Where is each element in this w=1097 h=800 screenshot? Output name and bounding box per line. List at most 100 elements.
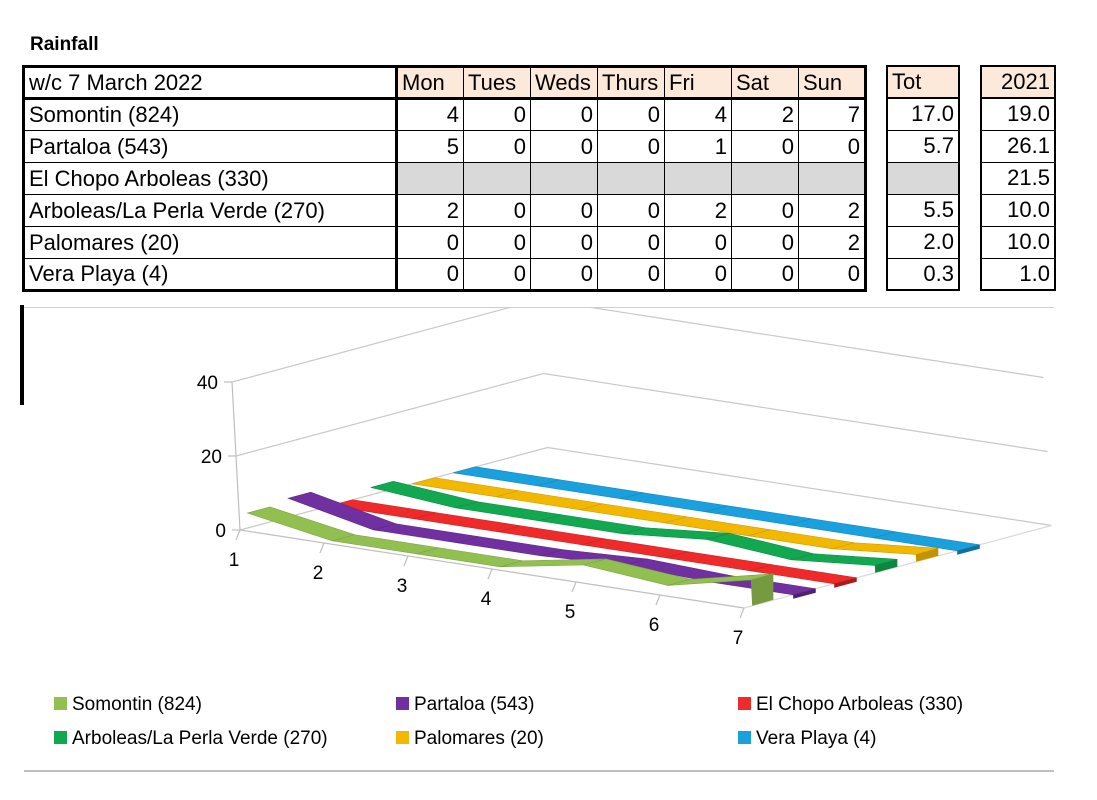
x-tick-label: 5 (565, 602, 576, 623)
station-name: Vera Playa (4) (23, 258, 398, 291)
station-name: Partaloa (543) (23, 130, 398, 163)
total-value: 2.0 (886, 225, 960, 259)
total-value: 17.0 (886, 97, 960, 131)
rain-value: 0 (463, 258, 531, 291)
total-value: 0.3 (886, 257, 960, 291)
rain-value: 0 (597, 194, 665, 227)
day-header: Thurs (597, 66, 665, 100)
x-tick (571, 581, 577, 593)
rain-value: 2 (396, 194, 464, 227)
series-segment (832, 542, 939, 555)
rain-value: 0 (463, 226, 531, 259)
rain-value: 7 (798, 98, 866, 131)
rain-value: 0 (597, 226, 665, 259)
x-tick (487, 568, 493, 580)
rain-value: 0 (731, 130, 799, 163)
table-row: Somontin (824) 4 0 0 0 4 2 7 (23, 98, 866, 131)
week-label: w/c 7 March 2022 (23, 66, 398, 100)
legend-label: Partaloa (543) (414, 694, 534, 715)
x-tick-label: 1 (229, 550, 240, 571)
legend-label: El Chopo Arboleas (330) (756, 694, 963, 715)
total-value: 5.5 (886, 193, 960, 227)
rain-value (396, 162, 464, 195)
station-name: Somontin (824) (23, 98, 398, 131)
total-value (886, 161, 960, 195)
x-tick-label: 2 (313, 563, 324, 584)
series-end-face (750, 573, 774, 606)
rain-value: 0 (530, 258, 598, 291)
rain-value: 2 (731, 98, 799, 131)
rain-value: 0 (530, 226, 598, 259)
rain-value: 0 (664, 258, 732, 291)
totals-table: Tot 17.0 5.7 5.5 2.0 0.3 (886, 65, 960, 291)
series-ribbon-4 (412, 477, 939, 562)
rain-value: 0 (463, 194, 531, 227)
year-2021-table: 2021 19.0 26.1 21.5 10.0 10.0 1.0 (980, 65, 1056, 291)
rain-value: 4 (664, 98, 732, 131)
prev-year-value: 10.0 (980, 225, 1056, 259)
legend-swatch (54, 731, 67, 744)
x-tick-label: 4 (481, 589, 492, 610)
prev-year-header: 2021 (980, 65, 1056, 99)
series-ribbon-1 (287, 491, 816, 599)
legend-swatch (396, 731, 409, 744)
series-ribbon-0 (246, 506, 774, 606)
prev-year-value: 1.0 (980, 257, 1056, 291)
station-name: Palomares (20) (23, 226, 398, 259)
table-row: Palomares (20) 0 0 0 0 0 0 2 (23, 226, 866, 259)
rain-value: 0 (664, 226, 732, 259)
rain-value: 0 (463, 130, 531, 163)
rain-value: 0 (530, 98, 598, 131)
day-header: Weds (530, 66, 598, 100)
rain-value (463, 162, 531, 195)
y-tick-label: 40 (197, 373, 218, 394)
day-header: Fri (664, 66, 732, 100)
gridline (235, 372, 1048, 457)
rainfall-table: w/c 7 March 2022 Mon Tues Weds Thurs Fri Sat Su… (22, 65, 867, 292)
rain-value: 0 (597, 98, 665, 131)
rain-value: 0 (597, 258, 665, 291)
series-end-face (874, 559, 898, 573)
rain-value: 0 (396, 258, 464, 291)
legend-swatch (54, 697, 67, 710)
rain-value: 0 (798, 258, 866, 291)
station-name: Arboleas/La Perla Verde (270) (23, 194, 398, 227)
x-tick-label: 6 (649, 615, 660, 636)
series-end-face (834, 577, 857, 588)
series-ribbon-3 (370, 481, 898, 573)
series-segment (791, 553, 898, 566)
day-header: Sat (731, 66, 799, 100)
legend-label: Arboleas/La Perla Verde (270) (72, 728, 328, 749)
series-end-face (957, 544, 980, 555)
rain-value: 0 (597, 130, 665, 163)
rain-value (664, 162, 732, 195)
rain-value: 2 (664, 194, 732, 227)
legend-label: Palomares (20) (414, 728, 544, 749)
series-ribbon-5 (453, 466, 980, 555)
x-tick (235, 529, 241, 541)
day-header: Sun (798, 66, 866, 100)
rain-value (530, 162, 598, 195)
y-tick-label: 0 (215, 521, 226, 542)
series-segment (667, 573, 774, 586)
y-tick-label: 20 (201, 447, 222, 468)
rain-value: 0 (731, 226, 799, 259)
prev-year-value: 10.0 (980, 193, 1056, 227)
rain-value (731, 162, 799, 195)
legend-label: Somontin (824) (72, 694, 202, 715)
x-tick (655, 594, 661, 606)
rain-value: 5 (396, 130, 464, 163)
prev-year-value: 26.1 (980, 129, 1056, 163)
rain-value: 0 (731, 194, 799, 227)
x-tick (319, 542, 325, 554)
rain-value: 0 (396, 226, 464, 259)
rain-value: 0 (798, 130, 866, 163)
legend-swatch (738, 731, 751, 744)
series-ribbon-2 (330, 499, 857, 588)
rainfall-3d-line-chart: 0 20 40 1 2 3 4 5 6 7 Somontin (824) Partaloa (543)… (54, 308, 1052, 749)
rain-value: 2 (798, 226, 866, 259)
x-tick-label: 7 (733, 628, 744, 649)
x-tick-label: 3 (397, 576, 408, 597)
prev-year-value: 21.5 (980, 161, 1056, 195)
x-tick (739, 607, 745, 619)
